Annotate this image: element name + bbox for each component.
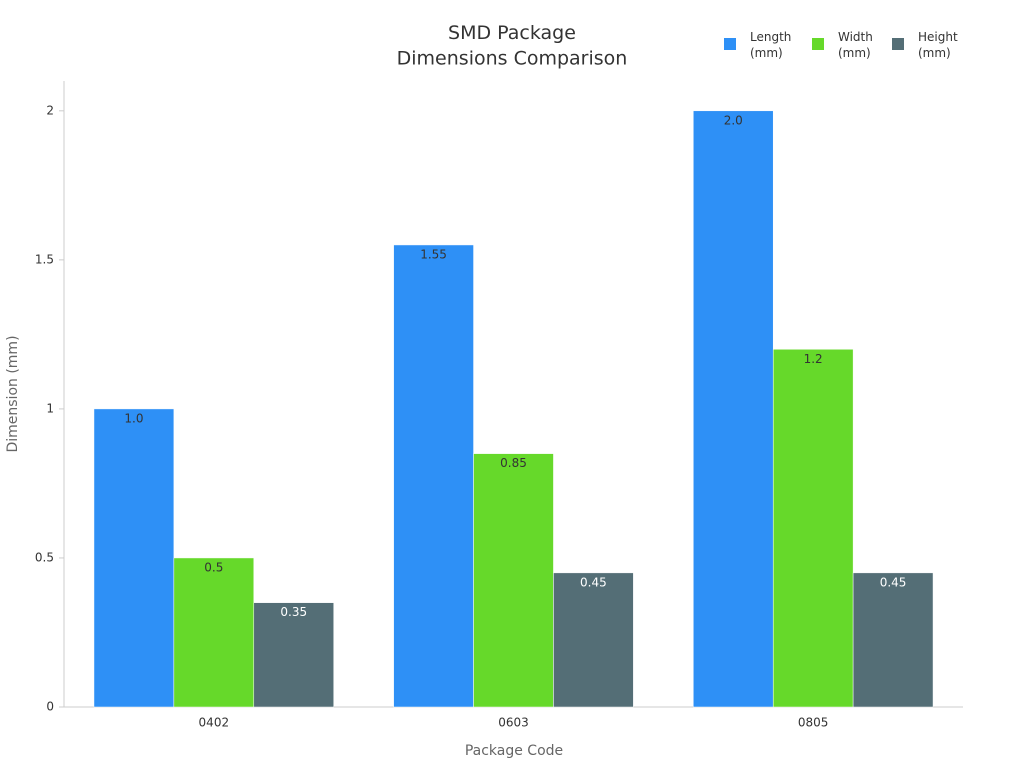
x-tick-label: 0402 (199, 716, 230, 730)
data-label: 1.55 (420, 247, 447, 261)
y-tick-label: 1.5 (35, 252, 54, 266)
legend-swatch (724, 38, 736, 50)
legend-label: Length (mm) (750, 30, 791, 60)
bar (393, 244, 474, 708)
data-label: 1.0 (124, 411, 143, 425)
bar (93, 408, 175, 708)
x-axis-label: Package Code (465, 743, 563, 759)
x-tick-label: 0603 (498, 716, 529, 730)
legend-label: Width (mm) (838, 30, 873, 60)
bar (852, 572, 934, 708)
data-label: 0.5 (204, 560, 223, 574)
data-label: 0.45 (580, 575, 607, 589)
bar (173, 557, 255, 708)
x-tick-label: 0805 (798, 716, 829, 730)
bar (772, 349, 854, 708)
bar (253, 602, 334, 708)
y-tick-label: 1 (46, 401, 54, 415)
bar (553, 572, 634, 708)
data-label: 0.85 (500, 456, 527, 470)
legend-swatch (812, 38, 824, 50)
bar (473, 453, 554, 708)
data-label: 0.45 (880, 575, 907, 589)
y-tick-label: 2 (46, 103, 54, 117)
data-label: 2.0 (724, 113, 743, 127)
bar (693, 110, 774, 708)
y-tick-label: 0.5 (35, 550, 54, 564)
legend-label: Height (mm) (918, 30, 958, 60)
y-axis-label: Dimension (mm) (5, 335, 21, 452)
y-tick-label: 0 (46, 700, 54, 714)
chart-title: SMD Package Dimensions Comparison (397, 22, 628, 70)
data-label: 1.2 (804, 352, 823, 366)
legend-swatch (892, 38, 904, 50)
data-label: 0.35 (280, 605, 307, 619)
